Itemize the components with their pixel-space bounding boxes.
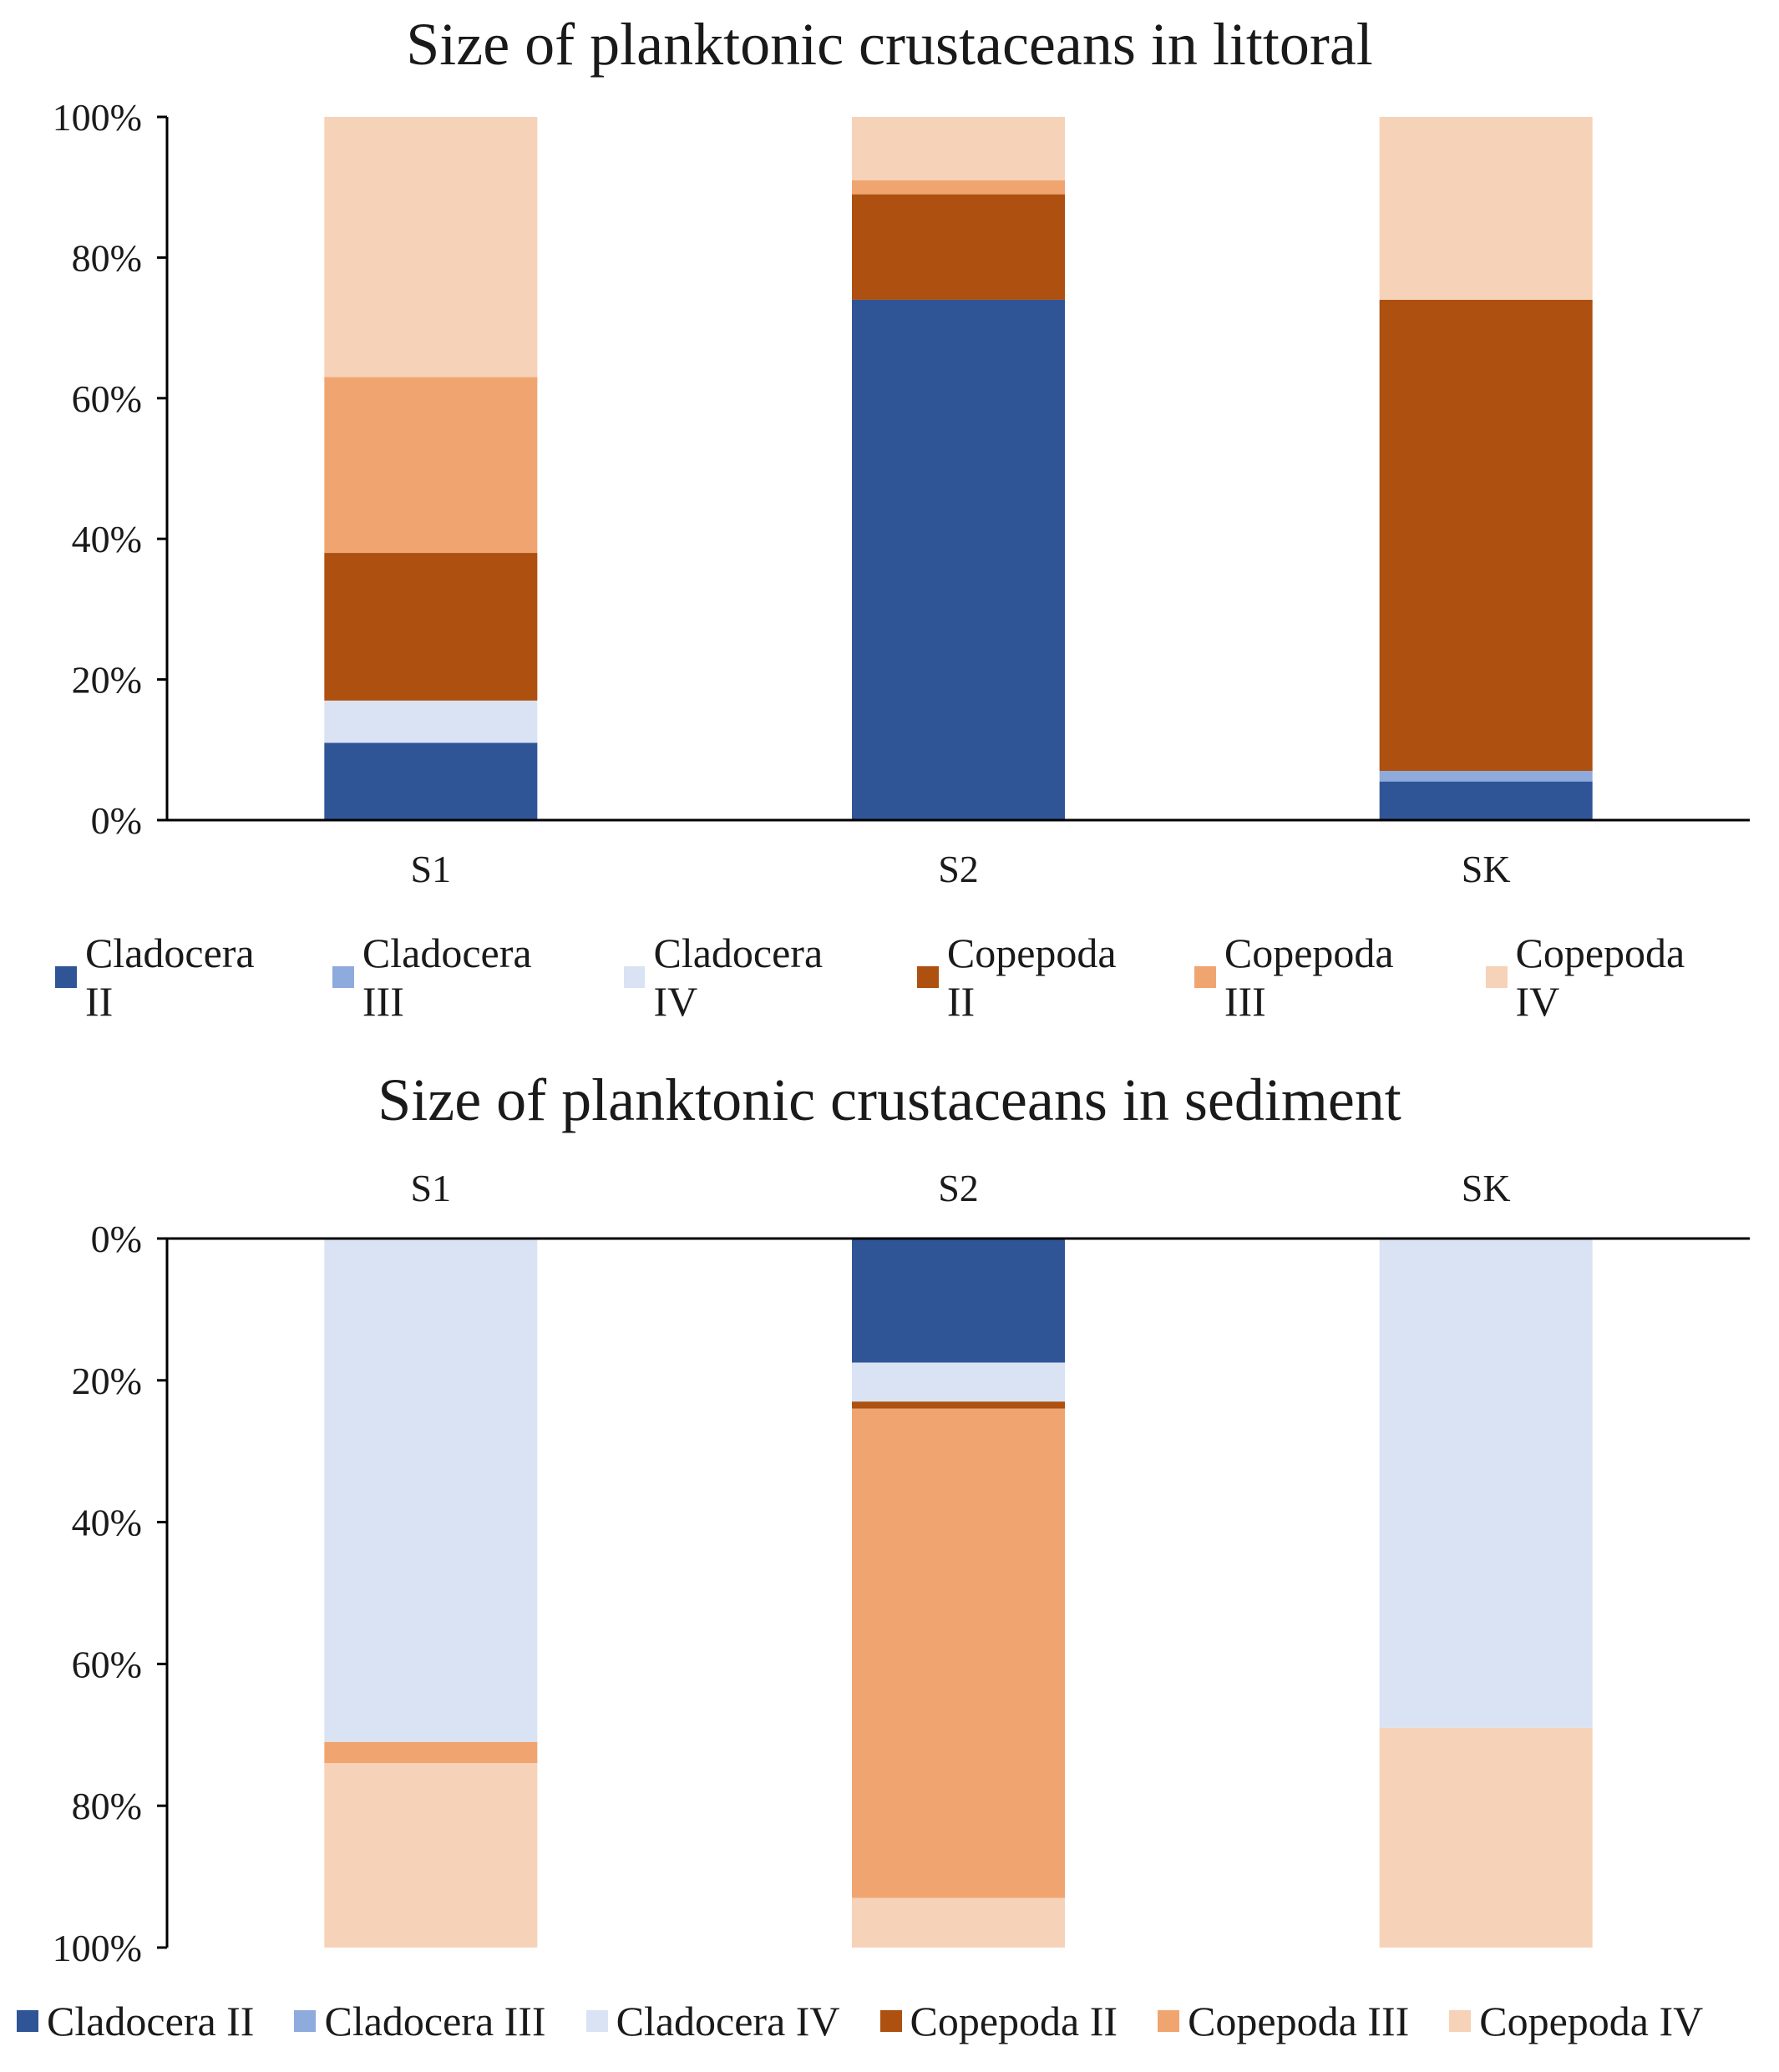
legend-label: Copepoda IV: [1515, 930, 1685, 1025]
legend-label: Cladocera III: [362, 930, 532, 1025]
y-tick-label: 40%: [72, 518, 142, 560]
legend-item-copepoda-ii: Copepoda II: [879, 1997, 1118, 2045]
legend-item-copepoda-ii: Copepoda II: [916, 929, 1154, 1026]
x-tick-label-sk: SK: [1462, 848, 1511, 890]
legend-swatch: [1485, 966, 1508, 988]
x-tick-label-s2: S2: [938, 848, 979, 890]
legend-label: Copepoda II: [946, 930, 1117, 1025]
legend-swatch: [294, 2010, 317, 2032]
bar-s2-copepoda-iv: [852, 1897, 1065, 1948]
y-tick-label: 80%: [72, 1785, 142, 1827]
bar-s1-copepoda-iv: [324, 117, 538, 377]
chart-title-sediment: Size of planktonic crustaceans in sedime…: [378, 1066, 1401, 1133]
y-tick-label: 80%: [72, 236, 142, 279]
bar-s1-copepoda-iv: [324, 1763, 538, 1948]
bar-sk-cladocera-iv: [1379, 1239, 1593, 1728]
y-tick-label: 0%: [91, 799, 142, 842]
legend-item-cladocera-iv: Cladocera IV: [585, 1997, 840, 2045]
bar-s2-copepoda-iii: [852, 180, 1065, 195]
legend-label: Copepoda III: [1188, 1998, 1410, 2044]
bar-s1-copepoda-iii: [324, 1741, 538, 1764]
bar-sk-copepoda-iv: [1379, 117, 1593, 300]
y-tick-label: 20%: [72, 1360, 142, 1402]
x-tick-label-sk: SK: [1462, 1167, 1511, 1209]
legend-label: Copepoda III: [1224, 930, 1394, 1025]
sediment-plot: 0% 20% 40% 60% 80% 100% S1 S2 SK: [53, 1167, 1750, 1969]
legend-label: Cladocera II: [84, 930, 255, 1025]
littoral-chart: Size of planktonic crustaceans in littor…: [0, 0, 1779, 1027]
chart-title-littoral: Size of planktonic crustaceans in littor…: [406, 11, 1373, 78]
legend-item-cladocera-ii: Cladocera II: [17, 1997, 254, 2045]
legend-swatch: [17, 2010, 38, 2032]
legend-swatch: [585, 2010, 608, 2032]
legend-swatch: [55, 966, 77, 988]
x-tick-label-s1: S1: [411, 848, 452, 890]
bar-s1-cladocera-iv: [324, 700, 538, 743]
bar-s2-cladocera-iv: [852, 1362, 1065, 1402]
bar-s2-copepoda-ii: [852, 194, 1065, 300]
legend-item-copepoda-iii: Copepoda III: [1194, 929, 1446, 1026]
legend-swatch: [879, 2010, 902, 2032]
y-tick-label: 20%: [72, 659, 142, 702]
legend-swatch: [916, 966, 939, 988]
legend-swatch: [1194, 966, 1216, 988]
legend-sediment: Cladocera II Cladocera III Cladocera IV Cop…: [17, 1997, 1743, 2045]
legend-littoral: Cladocera II Cladocera III Cladocera IV Cop…: [55, 929, 1779, 1026]
bar-sk-copepoda-iv: [1379, 1727, 1593, 1948]
y-tick-label: 60%: [72, 1643, 142, 1685]
bar-s1-copepoda-iii: [324, 377, 538, 554]
bar-s2-copepoda-iii: [852, 1408, 1065, 1898]
x-tick-label-s1: S1: [411, 1167, 452, 1209]
x-tick-label-s2: S2: [938, 1167, 979, 1209]
legend-item-cladocera-iii: Cladocera III: [294, 1997, 546, 2045]
legend-item-copepoda-iii: Copepoda III: [1158, 1997, 1409, 2045]
bar-s1-cladocera-iv: [324, 1239, 538, 1742]
bar-sk-copepoda-ii: [1379, 299, 1593, 772]
legend-item-cladocera-ii: Cladocera II: [55, 929, 292, 1026]
y-tick-label: 100%: [53, 1927, 142, 1969]
legend-item-cladocera-iv: Cladocera IV: [623, 929, 877, 1026]
y-tick-label: 100%: [53, 96, 142, 139]
sediment-chart: Size of planktonic crustaceans in sedime…: [0, 1044, 1779, 2072]
legend-swatch: [1449, 2010, 1472, 2032]
bar-s2-cladocera-ii: [852, 299, 1065, 820]
bar-s2-copepoda-iv: [852, 117, 1065, 180]
littoral-plot: 0% 20% 40% 60% 80% 100% S1 S2 SK: [53, 96, 1750, 890]
bar-sk-cladocera-iii: [1379, 771, 1593, 782]
bar-s2-copepoda-ii: [852, 1401, 1065, 1409]
legend-item-cladocera-iii: Cladocera III: [332, 929, 584, 1026]
legend-label: Cladocera IV: [653, 930, 824, 1025]
legend-label: Copepoda IV: [1479, 1998, 1704, 2044]
legend-swatch: [623, 966, 646, 988]
legend-label: Copepoda II: [910, 1998, 1118, 2044]
y-tick-label: 60%: [72, 377, 142, 420]
legend-item-copepoda-iv: Copepoda IV: [1449, 1997, 1703, 2045]
legend-swatch: [1158, 2010, 1180, 2032]
y-tick-label: 40%: [72, 1502, 142, 1544]
bar-sk-cladocera-ii: [1379, 781, 1593, 820]
legend-item-copepoda-iv: Copepoda IV: [1485, 929, 1739, 1026]
y-tick-label: 0%: [91, 1218, 142, 1260]
bar-s1-copepoda-ii: [324, 553, 538, 701]
legend-label: Cladocera IV: [616, 1998, 840, 2044]
bar-s2-cladocera-ii: [852, 1239, 1065, 1363]
legend-swatch: [332, 966, 354, 988]
legend-label: Cladocera II: [47, 1998, 255, 2044]
bar-s1-cladocera-ii: [324, 742, 538, 820]
legend-label: Cladocera III: [324, 1998, 546, 2044]
